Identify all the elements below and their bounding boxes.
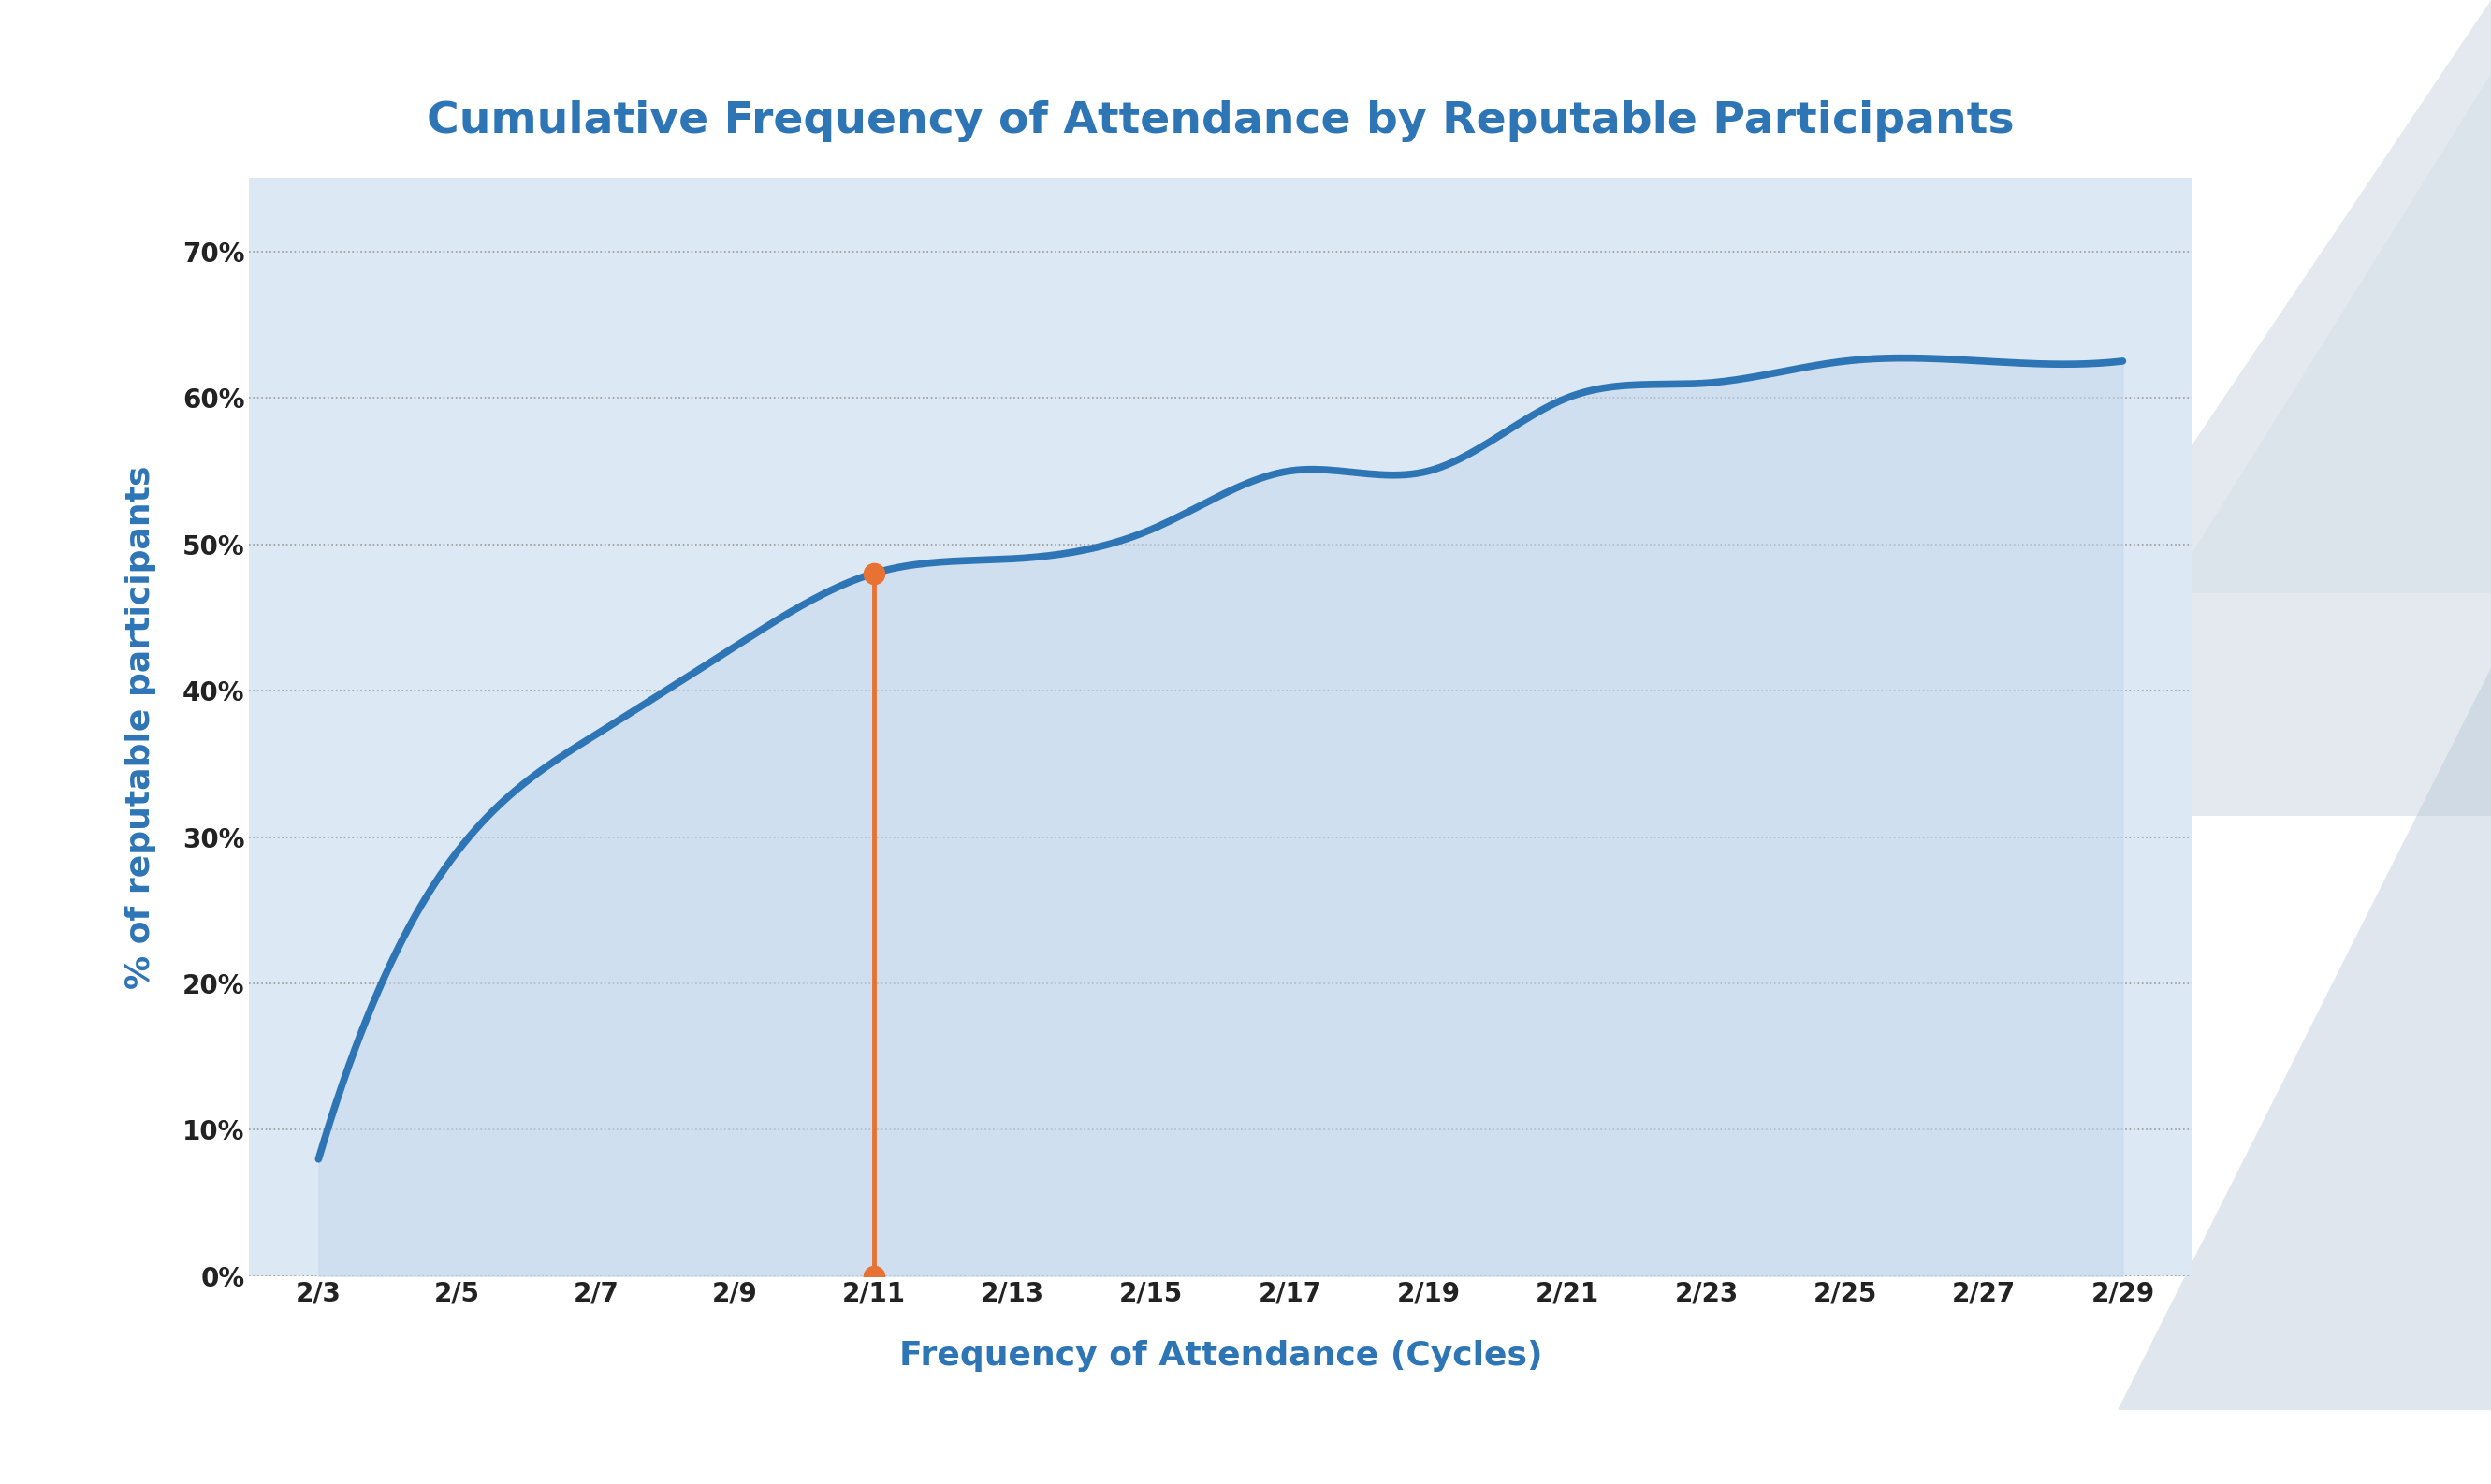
Y-axis label: % of reputable participants: % of reputable participants — [125, 466, 157, 988]
Title: Cumulative Frequency of Attendance by Reputable Participants: Cumulative Frequency of Attendance by Re… — [426, 99, 2015, 142]
X-axis label: Frequency of Attendance (Cycles): Frequency of Attendance (Cycles) — [899, 1340, 1542, 1371]
